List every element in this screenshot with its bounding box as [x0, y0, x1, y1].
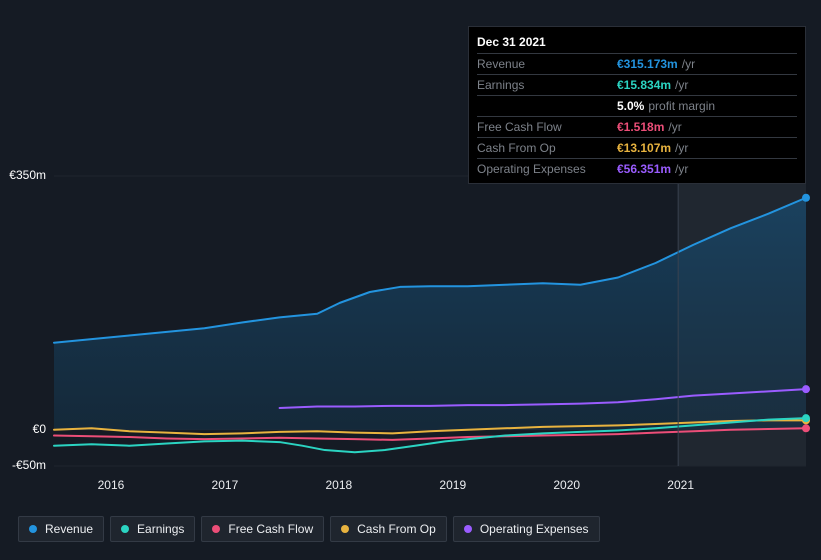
tooltip-value: €315.173m	[617, 57, 678, 71]
tooltip-value: €1.518m	[617, 120, 664, 134]
legend-item-cash-from-op[interactable]: Cash From Op	[330, 516, 447, 542]
legend-dot	[121, 525, 129, 533]
tooltip-row: Operating Expenses€56.351m/yr	[477, 158, 797, 179]
tooltip-suffix: /yr	[675, 141, 688, 155]
x-axis-label: 2020	[553, 478, 580, 492]
x-axis-label: 2018	[325, 478, 352, 492]
legend-item-earnings[interactable]: Earnings	[110, 516, 195, 542]
tooltip-suffix: /yr	[668, 120, 681, 134]
legend-label: Free Cash Flow	[228, 522, 313, 536]
tooltip-row: Revenue€315.173m/yr	[477, 53, 797, 74]
legend-dot	[212, 525, 220, 533]
legend-item-free-cash-flow[interactable]: Free Cash Flow	[201, 516, 324, 542]
x-axis-label: 2016	[98, 478, 125, 492]
tooltip-date: Dec 31 2021	[477, 33, 797, 53]
tooltip-suffix: /yr	[682, 57, 695, 71]
tooltip-label: Cash From Op	[477, 141, 617, 155]
legend-label: Operating Expenses	[480, 522, 589, 536]
tooltip-label: Earnings	[477, 78, 617, 92]
tooltip-suffix: /yr	[675, 162, 688, 176]
tooltip-row: Free Cash Flow€1.518m/yr	[477, 116, 797, 137]
tooltip-value: €56.351m	[617, 162, 671, 176]
tooltip-row: Cash From Op€13.107m/yr	[477, 137, 797, 158]
legend-dot	[464, 525, 472, 533]
legend-dot	[341, 525, 349, 533]
tooltip-label: Revenue	[477, 57, 617, 71]
y-axis-label: €0	[0, 422, 46, 436]
tooltip-row: Earnings€15.834m/yr	[477, 74, 797, 95]
legend-item-operating-expenses[interactable]: Operating Expenses	[453, 516, 600, 542]
x-axis-label: 2017	[212, 478, 239, 492]
x-axis-label: 2019	[439, 478, 466, 492]
x-axis-label: 2021	[667, 478, 694, 492]
legend-label: Cash From Op	[357, 522, 436, 536]
chart-legend: Revenue Earnings Free Cash Flow Cash From O…	[18, 516, 600, 542]
tooltip-label	[477, 99, 617, 113]
y-axis-label: €350m	[0, 168, 46, 182]
y-axis-label: -€50m	[0, 458, 46, 472]
tooltip-suffix: profit margin	[648, 99, 715, 113]
tooltip-suffix: /yr	[675, 78, 688, 92]
legend-item-revenue[interactable]: Revenue	[18, 516, 104, 542]
chart-tooltip: Dec 31 2021 Revenue€315.173m/yrEarnings€…	[468, 26, 806, 184]
tooltip-label: Free Cash Flow	[477, 120, 617, 134]
legend-label: Earnings	[137, 522, 184, 536]
legend-label: Revenue	[45, 522, 93, 536]
tooltip-value: €13.107m	[617, 141, 671, 155]
tooltip-row: 5.0% profit margin	[477, 95, 797, 116]
tooltip-value: €15.834m	[617, 78, 671, 92]
tooltip-value: 5.0%	[617, 99, 644, 113]
legend-dot	[29, 525, 37, 533]
tooltip-label: Operating Expenses	[477, 162, 617, 176]
